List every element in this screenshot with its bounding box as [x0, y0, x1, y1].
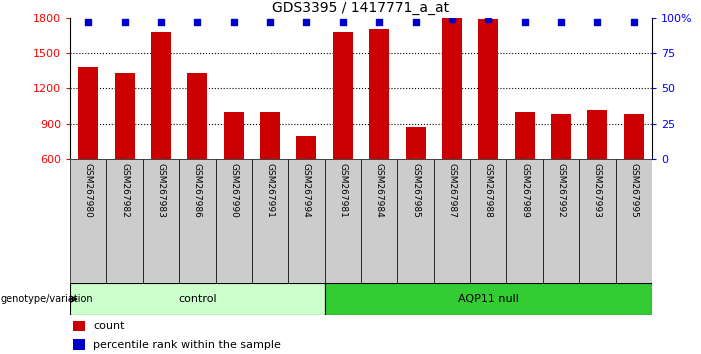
Bar	[260, 112, 280, 159]
Point	[119, 19, 130, 25]
Bar	[361, 159, 397, 283]
Bar	[434, 159, 470, 283]
Text: AQP11 null: AQP11 null	[458, 294, 519, 304]
Bar	[187, 73, 207, 159]
Text: GSM267986: GSM267986	[193, 163, 202, 218]
Bar	[397, 159, 434, 283]
Text: GSM267991: GSM267991	[266, 163, 275, 218]
Point	[156, 19, 167, 25]
Bar	[73, 320, 85, 331]
Bar	[442, 18, 462, 159]
Bar	[70, 283, 325, 315]
Text: GSM267988: GSM267988	[484, 163, 493, 218]
Bar	[70, 159, 107, 283]
Text: control: control	[178, 294, 217, 304]
Bar	[297, 136, 316, 159]
Text: GSM267994: GSM267994	[302, 163, 311, 218]
Text: GSM267990: GSM267990	[229, 163, 238, 218]
Bar	[224, 112, 244, 159]
Bar	[288, 159, 325, 283]
Bar	[470, 159, 506, 283]
Bar	[615, 159, 652, 283]
Bar	[179, 159, 216, 283]
Point	[374, 19, 385, 25]
Point	[628, 19, 639, 25]
Text: percentile rank within the sample: percentile rank within the sample	[93, 339, 281, 350]
Point	[447, 16, 458, 22]
Title: GDS3395 / 1417771_a_at: GDS3395 / 1417771_a_at	[273, 1, 449, 15]
Bar	[406, 127, 426, 159]
Point	[592, 19, 603, 25]
Bar	[579, 159, 615, 283]
Bar	[115, 73, 135, 159]
Text: GSM267980: GSM267980	[84, 163, 93, 218]
Point	[483, 16, 494, 22]
Bar	[107, 159, 143, 283]
Text: GSM267995: GSM267995	[629, 163, 638, 218]
Point	[83, 19, 94, 25]
Bar	[369, 29, 389, 159]
Text: GSM267982: GSM267982	[120, 163, 129, 218]
Text: GSM267989: GSM267989	[520, 163, 529, 218]
Bar	[252, 159, 288, 283]
Text: GSM267984: GSM267984	[375, 163, 383, 218]
Point	[301, 19, 312, 25]
Text: GSM267981: GSM267981	[339, 163, 347, 218]
Point	[410, 19, 421, 25]
Bar	[325, 159, 361, 283]
Text: GSM267987: GSM267987	[447, 163, 456, 218]
Bar	[79, 67, 98, 159]
Bar	[543, 159, 579, 283]
Bar	[333, 32, 353, 159]
Bar	[551, 114, 571, 159]
Text: GSM267992: GSM267992	[557, 163, 566, 218]
Point	[519, 19, 530, 25]
Bar	[325, 283, 652, 315]
Bar	[478, 19, 498, 159]
Bar	[515, 112, 535, 159]
Bar	[587, 110, 607, 159]
Bar	[506, 159, 543, 283]
Bar	[73, 339, 85, 350]
Point	[228, 19, 239, 25]
Text: genotype/variation: genotype/variation	[1, 294, 93, 304]
Bar	[151, 32, 171, 159]
Point	[192, 19, 203, 25]
Bar	[143, 159, 179, 283]
Text: count: count	[93, 321, 125, 331]
Text: GSM267983: GSM267983	[156, 163, 165, 218]
Point	[555, 19, 566, 25]
Text: GSM267985: GSM267985	[411, 163, 420, 218]
Point	[264, 19, 275, 25]
Bar	[216, 159, 252, 283]
Point	[337, 19, 348, 25]
Text: GSM267993: GSM267993	[593, 163, 602, 218]
Bar	[624, 114, 644, 159]
